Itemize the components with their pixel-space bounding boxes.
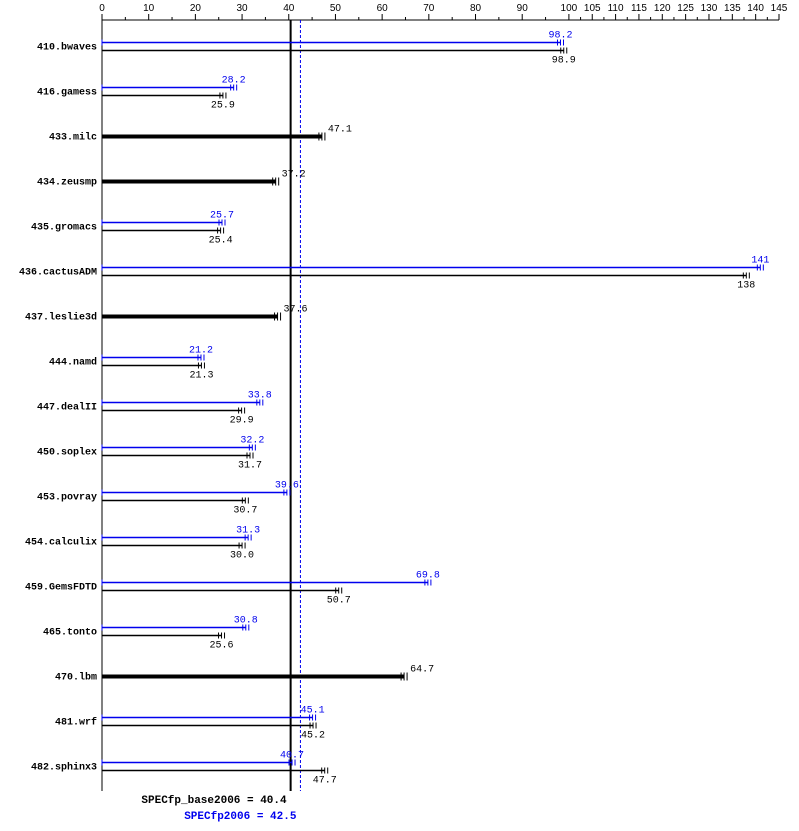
benchmark-label: 436.cactusADM <box>19 268 97 279</box>
bar-value-peak: 31.3 <box>236 526 260 537</box>
bar-value-peak: 21.2 <box>189 346 213 357</box>
benchmark-label: 433.milc <box>49 132 97 144</box>
bar-value-peak: 141 <box>751 256 769 267</box>
x-tick-label: 50 <box>330 3 342 14</box>
x-tick-label: 120 <box>654 3 671 14</box>
bar-value-base: 98.9 <box>552 56 576 67</box>
bar-value-base: 31.7 <box>238 461 262 472</box>
bar-value-base: 30.7 <box>233 506 257 517</box>
bar-value-peak: 40.7 <box>280 751 304 762</box>
bar-value-base: 25.9 <box>211 101 235 112</box>
bar-value-peak: 98.2 <box>548 31 572 42</box>
bar-value-merged: 64.7 <box>410 665 434 676</box>
x-tick-label: 90 <box>517 3 529 14</box>
benchmark-label: 444.namd <box>49 357 97 369</box>
bar-value-base: 29.9 <box>230 416 254 427</box>
benchmark-label: 447.dealII <box>37 402 97 414</box>
x-tick-label: 20 <box>190 3 202 14</box>
bar-value-peak: 32.2 <box>240 436 264 447</box>
benchmark-label: 482.sphinx3 <box>31 762 97 774</box>
bar-value-peak: 69.8 <box>416 571 440 582</box>
benchmark-label: 434.zeusmp <box>37 178 97 189</box>
x-tick-label: 110 <box>608 3 624 14</box>
chart-bg <box>0 0 799 831</box>
x-tick-label: 100 <box>561 3 578 14</box>
summary-base-label: SPECfp_base2006 = 40.4 <box>141 795 287 807</box>
bar-value-base: 47.7 <box>313 776 337 787</box>
benchmark-label: 410.bwaves <box>37 42 97 54</box>
x-tick-label: 115 <box>631 3 647 14</box>
bar-value-peak: 30.8 <box>234 616 258 627</box>
x-tick-label: 105 <box>584 3 601 14</box>
x-tick-label: 145 <box>771 3 788 14</box>
bar-value-peak: 45.1 <box>301 706 325 717</box>
benchmark-label: 453.povray <box>37 493 97 504</box>
bar-value-base: 25.6 <box>210 641 234 652</box>
bar-value-peak: 25.7 <box>210 211 234 222</box>
benchmark-label: 454.calculix <box>25 537 97 549</box>
x-tick-label: 70 <box>423 3 435 14</box>
bar-value-base: 30.0 <box>230 551 254 562</box>
bar-value-peak: 33.8 <box>248 391 272 402</box>
benchmark-label: 470.lbm <box>55 672 97 684</box>
x-tick-label: 40 <box>283 3 295 14</box>
benchmark-label: 450.soplex <box>37 447 97 459</box>
x-tick-label: 30 <box>237 3 249 14</box>
x-tick-label: 140 <box>747 3 764 14</box>
bar-value-peak: 28.2 <box>222 76 246 87</box>
bar-value-base: 25.4 <box>209 236 233 247</box>
x-tick-label: 80 <box>470 3 482 14</box>
bar-value-peak: 39.6 <box>275 481 299 492</box>
benchmark-label: 465.tonto <box>43 628 97 639</box>
x-tick-label: 130 <box>701 3 718 14</box>
bar-value-merged: 37.6 <box>284 305 308 316</box>
bar-value-base: 21.3 <box>189 371 213 382</box>
x-tick-label: 125 <box>677 3 694 14</box>
bar-value-base: 45.2 <box>301 731 325 742</box>
benchmark-label: 416.gamess <box>37 88 97 99</box>
benchmark-label: 435.gromacs <box>31 223 97 234</box>
x-tick-label: 135 <box>724 3 741 14</box>
benchmark-label: 481.wrf <box>55 717 97 729</box>
summary-peak-label: SPECfp2006 = 42.5 <box>184 811 297 823</box>
specfp-chart: 0 10 20 30 40 50 60 70 80 90 100 105 110 115 120 125 130… <box>0 0 799 831</box>
x-tick-label: 0 <box>99 3 105 14</box>
x-tick-label: 10 <box>143 3 155 14</box>
benchmark-label: 459.GemsFDTD <box>25 583 97 594</box>
bar-value-base: 138 <box>737 281 755 292</box>
benchmark-label: 437.leslie3d <box>25 312 97 324</box>
x-tick-label: 60 <box>377 3 389 14</box>
bar-value-merged: 47.1 <box>328 125 352 136</box>
bar-value-merged: 37.2 <box>282 170 306 181</box>
bar-value-base: 50.7 <box>327 596 351 607</box>
